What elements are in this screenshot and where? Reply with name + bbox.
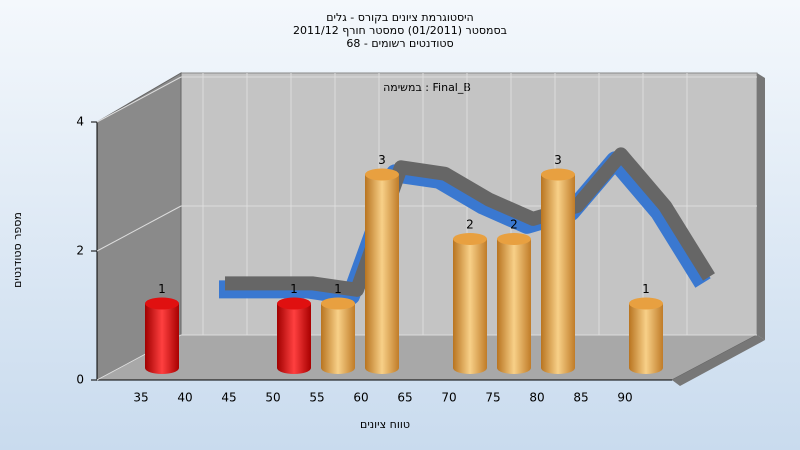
value-label: 1 xyxy=(290,282,298,296)
annotation: במשימה : Final_B xyxy=(383,81,471,94)
x-tick-label: 50 xyxy=(265,391,280,405)
chart-subtitle: סטודנטים רשומים - 68 xyxy=(346,37,453,50)
y-tick-label: 0 xyxy=(76,373,84,387)
value-label: 3 xyxy=(378,153,386,167)
x-tick-label: 65 xyxy=(397,391,412,405)
x-tick-label: 40 xyxy=(177,391,192,405)
trend-ribbon xyxy=(225,147,715,297)
x-tick-label: 85 xyxy=(573,391,588,405)
bar xyxy=(453,239,487,374)
value-label: 1 xyxy=(334,282,342,296)
y-axis-label: מספר סטודנטים xyxy=(11,212,24,288)
value-label: 3 xyxy=(554,153,562,167)
value-label: 1 xyxy=(158,282,166,296)
bar xyxy=(145,303,179,374)
value-label: 2 xyxy=(510,218,518,232)
y-tick-label: 4 xyxy=(76,115,84,129)
y-tick-label: 2 xyxy=(76,244,84,258)
floor-edge xyxy=(672,335,765,386)
bar xyxy=(365,174,399,374)
bar-top xyxy=(629,297,663,310)
value-label: 1 xyxy=(642,282,650,296)
bar xyxy=(497,239,531,374)
bar xyxy=(629,303,663,374)
bar-top xyxy=(541,168,575,181)
grid-line xyxy=(96,76,182,123)
x-tick-label: 60 xyxy=(353,391,368,405)
x-tick-label: 90 xyxy=(617,391,632,405)
right-edge xyxy=(757,73,765,340)
bar-top xyxy=(497,233,531,245)
x-tick-label: 45 xyxy=(221,391,236,405)
bar-top xyxy=(277,297,311,310)
x-tick-label: 35 xyxy=(133,391,148,405)
x-tick-label: 75 xyxy=(485,391,500,405)
chart-subtitle: בסמסטר (01/2011) סמסטר חורף 2011/12 xyxy=(293,24,507,37)
x-tick-label: 55 xyxy=(309,391,324,405)
x-tick-label: 80 xyxy=(529,391,544,405)
grid-line xyxy=(96,205,182,252)
x-tick-label: 70 xyxy=(441,391,456,405)
bar-top xyxy=(145,297,179,310)
x-axis-label: טווח ציונים xyxy=(360,418,410,431)
bar xyxy=(541,174,575,374)
bar-top xyxy=(365,168,399,181)
bar-top xyxy=(321,297,355,310)
bar xyxy=(321,303,355,374)
value-label: 2 xyxy=(466,218,474,232)
chart-title: היסטוגרמת ציונים בקורס - גלים xyxy=(326,11,474,24)
bar xyxy=(277,303,311,374)
bar-top xyxy=(453,233,487,245)
